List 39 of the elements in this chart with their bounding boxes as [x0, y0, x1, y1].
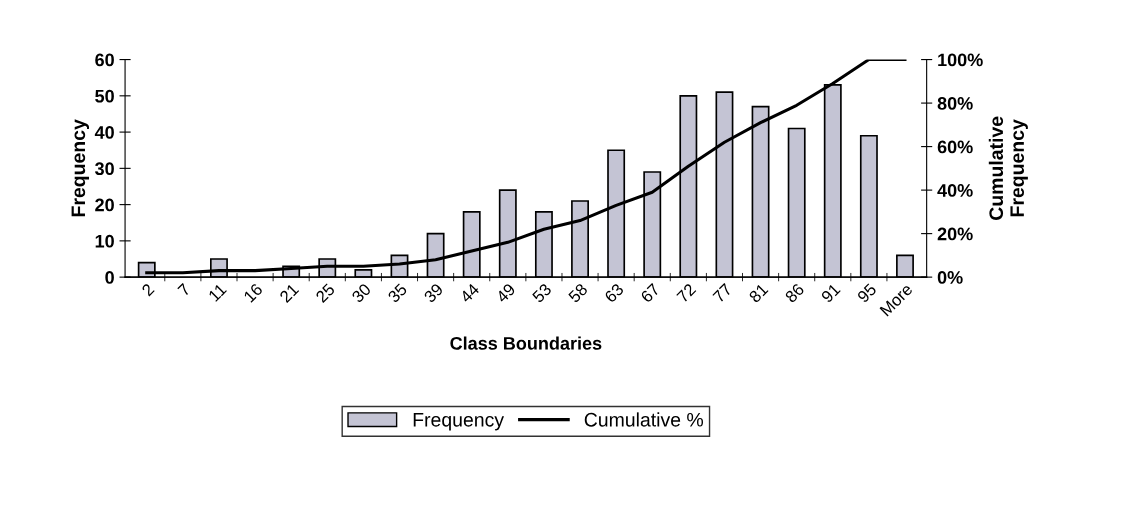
y2-tick-label: 60%	[937, 140, 973, 154]
x-tick-label: 91	[820, 282, 841, 304]
x-tick-label: 49	[495, 282, 516, 304]
y-tick-label: 50	[95, 89, 114, 103]
x-tick-label: 86	[784, 282, 805, 304]
y2-tick-label: 40%	[937, 184, 973, 197]
y-axis-title: Frequency	[71, 119, 90, 217]
x-tick-label: 44	[459, 282, 480, 304]
x-tick-label: 72	[676, 282, 697, 304]
x-axis-title: Class Boundaries	[450, 336, 602, 350]
x-tick-label: 16	[243, 282, 264, 303]
y-tick-label: 10	[95, 234, 114, 248]
y-tick-label: 60	[95, 53, 114, 67]
x-tick-label: 7	[177, 283, 191, 297]
x-tick-label: 81	[748, 282, 769, 304]
x-tick-label: 2	[141, 282, 155, 297]
x-tick-label: 35	[387, 282, 408, 304]
y-tick-label: 20	[95, 198, 114, 212]
y2-tick-label: 0%	[937, 271, 963, 284]
x-tick-label: 63	[603, 282, 625, 304]
x-tick-label: 53	[531, 282, 553, 304]
x-tick-label: 39	[423, 282, 444, 304]
x-tick-label: 25	[315, 282, 336, 304]
y-tick-label: 30	[94, 162, 114, 176]
y-tick-label: 40	[94, 126, 114, 139]
legend-label: Cumulative %	[584, 412, 704, 427]
x-tick-label: 95	[856, 282, 878, 304]
y2-axis-title: Cumulative Frequency	[988, 116, 1028, 220]
x-tick-label: 67	[640, 282, 661, 304]
y2-tick-label: 100%	[938, 53, 983, 67]
y-tick-label: 0	[105, 271, 114, 284]
x-tick-label: 21	[278, 282, 300, 304]
x-tick-label: 58	[567, 282, 589, 304]
x-tick-label: 77	[712, 283, 733, 304]
x-tick-label: 30	[351, 282, 372, 304]
legend-label: Frequency	[413, 413, 505, 431]
x-tick-label: 11	[208, 283, 227, 302]
y2-tick-label: 20%	[937, 227, 973, 241]
y2-tick-label: 80%	[937, 97, 973, 110]
